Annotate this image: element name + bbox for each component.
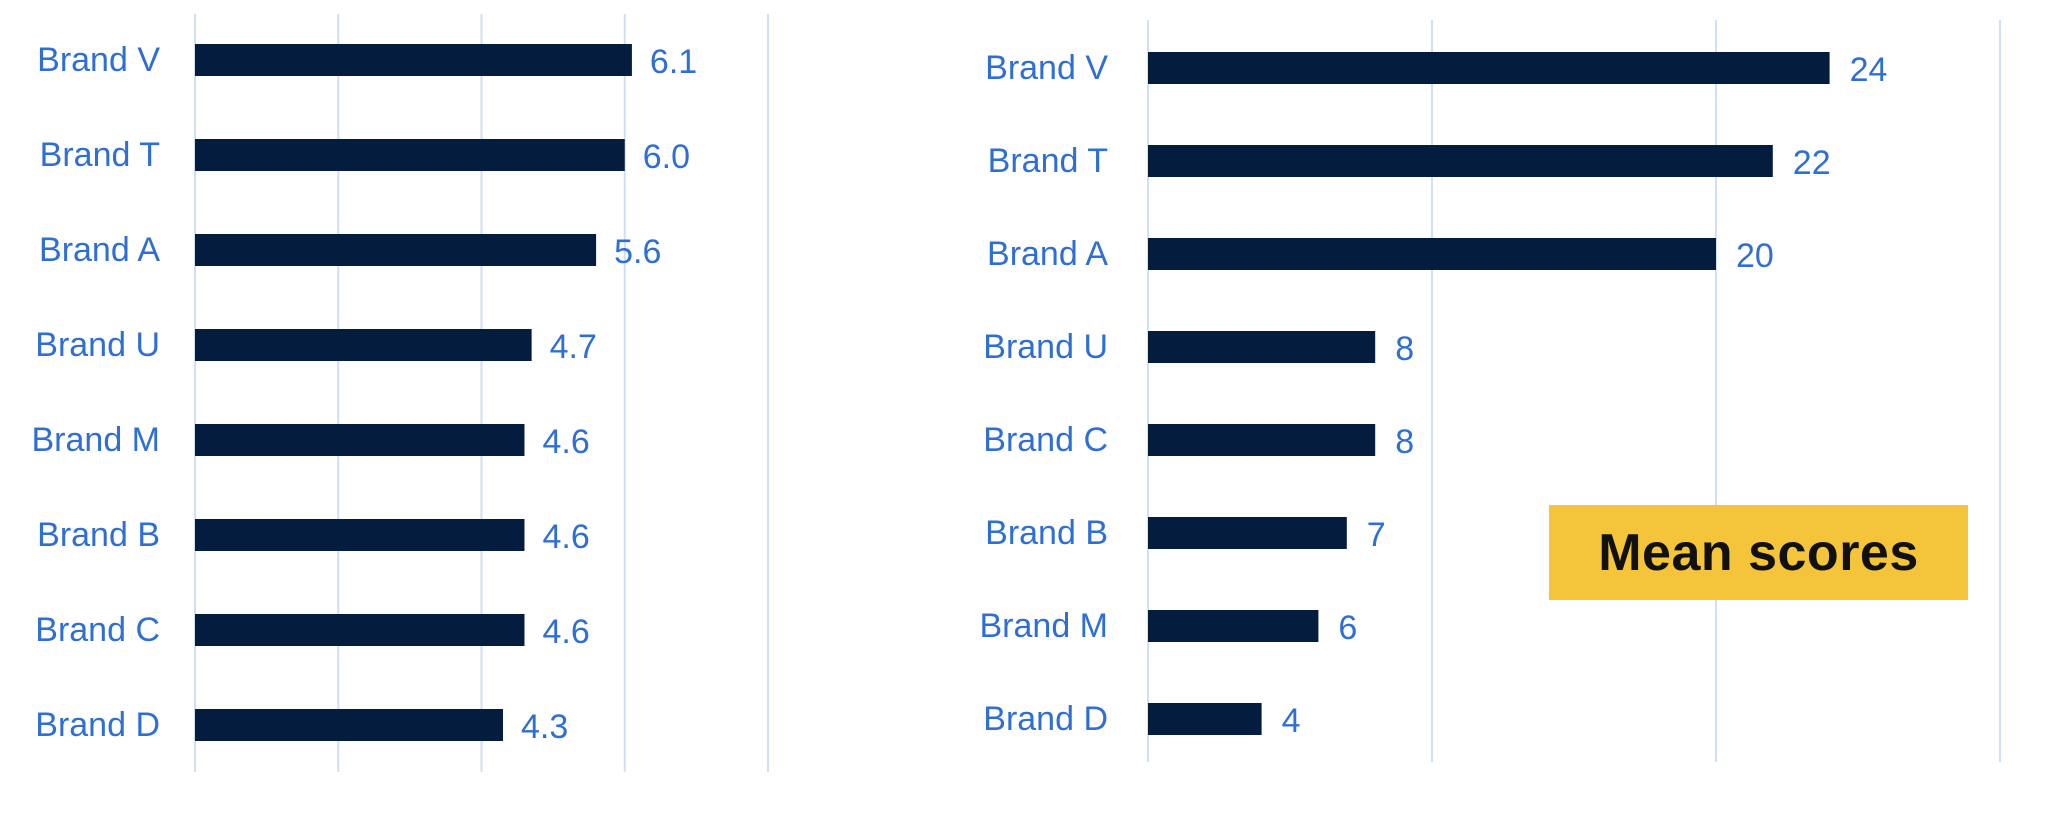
chart2-value-label: 6 [1338,609,1357,647]
chart1-value-label: 4.6 [542,423,589,461]
chart2-bar [1148,238,1716,270]
chart1-value-label: 4.7 [550,328,597,366]
chart2-category-label: Brand A [987,235,1108,273]
chart1-category-label: Brand C [35,611,160,649]
chart1-bar [195,709,503,741]
chart2-category-label: Brand B [985,514,1108,552]
chart1-category-label: Brand U [35,326,160,364]
chart1-bar [195,614,525,646]
chart1-value-label: 4.6 [542,518,589,556]
chart1-category-label: Brand B [37,516,160,554]
chart1-bar [195,519,525,551]
chart2-value-label: 8 [1395,423,1414,461]
chart1-bar [195,329,532,361]
chart1-category-label: Brand M [32,421,161,459]
chart1-value-label: 6.0 [643,138,690,176]
chart2-value-label: 22 [1793,144,1831,182]
chart2-bar [1148,517,1347,549]
chart2-category-label: Brand V [985,49,1108,87]
chart2-value-label: 7 [1367,516,1386,554]
chart1-value-label: 4.3 [521,708,568,746]
chart2-category-label: Brand C [983,421,1108,459]
chart1-value-label: 4.6 [542,613,589,651]
chart2-category-label: Brand D [983,700,1108,738]
chart2-category-label: Brand T [988,142,1108,180]
chart2-bar [1148,703,1262,735]
chart2-bar [1148,52,1830,84]
chart2-value-label: 20 [1736,237,1774,275]
chart2-bar [1148,610,1319,642]
chart1-category-label: Brand A [39,231,160,269]
chart2-value-label: 4 [1282,702,1301,740]
chart2-category-label: Brand M [980,607,1109,645]
chart1-category-label: Brand D [35,706,160,744]
chart2-value-label: 8 [1395,330,1414,368]
chart2-bar [1148,145,1773,177]
chart1-category-label: Brand T [40,136,160,174]
chart2-value-label: 24 [1850,51,1888,89]
chart2-bar [1148,424,1376,456]
chart1-bar [195,234,597,266]
chart1-bar [195,44,632,76]
chart1-value-label: 6.1 [650,43,697,81]
chart2-category-label: Brand U [983,328,1108,366]
chart1-value-label: 5.6 [614,233,661,271]
chart2-bar [1148,331,1376,363]
chart1-bar [195,424,525,456]
chart1-bar [195,139,625,171]
mean-scores-badge: Mean scores [1549,505,1968,600]
chart1-category-label: Brand V [37,41,160,79]
